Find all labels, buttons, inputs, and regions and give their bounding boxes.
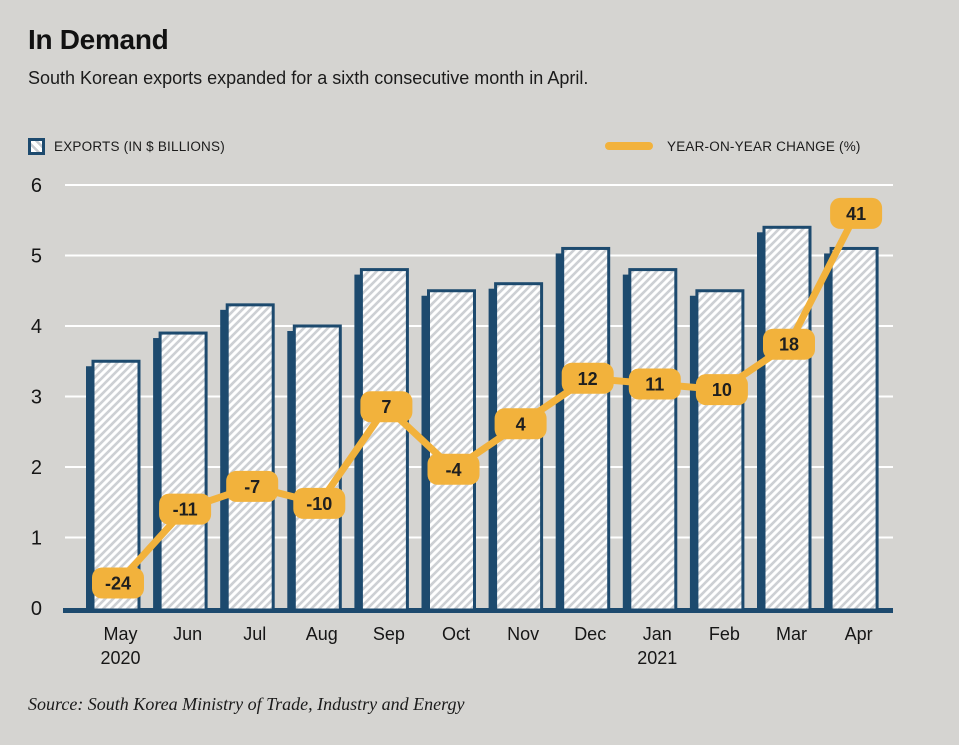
yoy-value-label: 4 <box>516 414 526 434</box>
legend-exports-label: EXPORTS (IN $ BILLIONS) <box>54 138 225 154</box>
yoy-value-label-box <box>427 453 480 485</box>
export-bar <box>292 324 342 612</box>
yoy-value-label: 41 <box>846 204 866 224</box>
yoy-value-label-box <box>226 470 279 502</box>
x-tick-label: May <box>103 624 137 644</box>
yoy-value-label: 18 <box>779 335 799 355</box>
export-bar-shadow <box>622 274 633 611</box>
yoy-value-label: -24 <box>105 574 131 594</box>
x-tick-label: Aug <box>306 624 338 644</box>
export-bar-shadow <box>488 288 499 611</box>
x-axis-baseline <box>63 608 893 613</box>
export-bar-shadow <box>757 232 767 612</box>
year-label: 2020 <box>100 648 140 668</box>
export-bar-shadow <box>421 295 432 611</box>
x-tick-label: Dec <box>574 624 606 644</box>
export-bar <box>225 303 275 612</box>
yoy-value-label-box <box>628 368 681 400</box>
yoy-value-label: -7 <box>244 477 260 497</box>
x-tick-label: Jul <box>243 624 266 644</box>
y-tick-label: 6 <box>31 175 42 197</box>
export-bar <box>359 268 409 612</box>
yoy-value-label-box <box>695 374 748 406</box>
yoy-value-label-box <box>293 487 346 519</box>
export-bar <box>158 331 208 612</box>
export-bar-shadow <box>287 331 298 611</box>
yoy-value-label: -11 <box>173 500 198 520</box>
hatched-bar-swatch-icon <box>28 137 45 155</box>
legend-item-exports: EXPORTS (IN $ BILLIONS) <box>28 136 225 156</box>
yoy-value-label-box <box>360 391 413 423</box>
x-tick-label: Nov <box>507 624 539 644</box>
y-tick-label: 5 <box>31 246 42 268</box>
export-bar <box>494 282 544 612</box>
chart-subtitle: South Korean exports expanded for a sixt… <box>28 68 589 88</box>
export-bar-shadow <box>220 309 231 611</box>
yoy-value-label: -10 <box>306 494 332 514</box>
yoy-value-label: 12 <box>578 369 598 389</box>
export-bar-shadow <box>555 253 566 611</box>
export-bar-shadow <box>153 338 164 611</box>
year-label: 2021 <box>637 648 677 668</box>
x-tick-label: Jun <box>173 624 202 644</box>
yoy-value-label: 11 <box>645 374 664 394</box>
line-swatch-icon <box>605 142 653 150</box>
x-tick-label: Oct <box>442 624 470 644</box>
y-tick-label: 2 <box>31 457 42 479</box>
legend-yoy-label: YEAR-ON-YEAR CHANGE (%) <box>667 138 861 154</box>
source-note: Source: South Korea Ministry of Trade, I… <box>28 694 465 714</box>
x-tick-label: Sep <box>373 624 405 644</box>
page-title: In Demand <box>28 24 169 55</box>
export-bar <box>695 289 745 612</box>
yoy-value-label-box <box>763 328 815 360</box>
yoy-value-label: 7 <box>381 397 391 417</box>
export-bar <box>829 246 879 612</box>
y-tick-label: 0 <box>31 598 42 620</box>
export-bar <box>628 268 678 612</box>
yoy-value-label-box <box>561 362 614 394</box>
yoy-value-label: -4 <box>445 460 461 480</box>
export-bar-shadow <box>86 366 96 611</box>
yoy-value-label-box <box>830 197 883 229</box>
export-bar <box>561 246 611 612</box>
y-tick-label: 3 <box>31 387 42 409</box>
yoy-value-label-box <box>159 493 212 525</box>
y-tick-label: 4 <box>31 316 42 338</box>
x-tick-label: Jan <box>643 624 672 644</box>
y-tick-label: 1 <box>31 528 42 550</box>
x-tick-label: Feb <box>709 624 740 644</box>
yoy-value-label-box <box>494 408 547 440</box>
export-bar-shadow <box>824 253 835 611</box>
export-bar <box>762 225 812 612</box>
yoy-value-label: 10 <box>712 380 732 400</box>
x-tick-label: Apr <box>845 624 873 644</box>
x-tick-label: Mar <box>776 624 807 644</box>
export-bar-shadow <box>689 295 700 611</box>
yoy-value-label-box <box>92 567 144 599</box>
legend-item-yoy-change: YEAR-ON-YEAR CHANGE (%) <box>605 136 861 156</box>
